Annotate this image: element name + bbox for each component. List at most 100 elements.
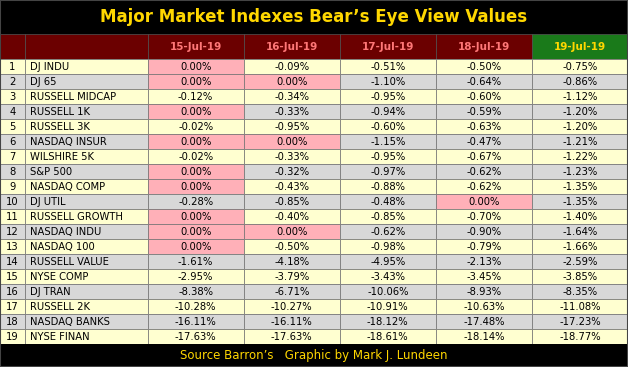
Bar	[0, 59, 25, 75]
Bar	[148, 34, 244, 59]
Text: -0.94%: -0.94%	[371, 107, 405, 117]
Bar	[244, 314, 340, 329]
Bar	[340, 209, 436, 224]
Text: -0.95%: -0.95%	[274, 122, 310, 132]
Bar	[436, 239, 532, 254]
Bar	[148, 314, 244, 329]
Text: -1.61%: -1.61%	[178, 257, 214, 267]
Text: NASDAQ BANKS: NASDAQ BANKS	[30, 317, 109, 327]
Bar	[0, 195, 25, 209]
Text: -0.28%: -0.28%	[178, 197, 213, 207]
Bar	[25, 269, 148, 284]
Bar	[340, 269, 436, 284]
Bar	[340, 314, 436, 329]
Bar	[0, 344, 628, 367]
Bar	[0, 284, 25, 299]
Text: -0.47%: -0.47%	[467, 137, 501, 147]
Bar	[244, 34, 340, 59]
Bar	[244, 269, 340, 284]
Bar	[340, 59, 436, 75]
Bar	[340, 105, 436, 119]
Bar	[532, 329, 628, 344]
Text: 16: 16	[6, 287, 19, 297]
Text: -4.18%: -4.18%	[274, 257, 309, 267]
Bar	[340, 239, 436, 254]
Bar	[436, 314, 532, 329]
Bar	[148, 59, 244, 75]
Text: RUSSELL VALUE: RUSSELL VALUE	[30, 257, 109, 267]
Bar	[436, 269, 532, 284]
Text: 7: 7	[9, 152, 16, 162]
Text: -17.63%: -17.63%	[175, 332, 217, 342]
Bar	[244, 164, 340, 179]
Text: -11.08%: -11.08%	[559, 302, 601, 312]
Text: -0.40%: -0.40%	[274, 212, 309, 222]
Text: Major Market Indexes Bear’s Eye View Values: Major Market Indexes Bear’s Eye View Val…	[100, 8, 528, 26]
Bar	[532, 75, 628, 90]
Bar	[244, 179, 340, 195]
Bar	[25, 254, 148, 269]
Text: NYSE FINAN: NYSE FINAN	[30, 332, 89, 342]
Text: 0.00%: 0.00%	[180, 227, 211, 237]
Text: 15-Jul-19: 15-Jul-19	[170, 41, 222, 52]
Bar	[532, 195, 628, 209]
Bar	[244, 90, 340, 105]
Bar	[436, 164, 532, 179]
Bar	[532, 59, 628, 75]
Text: -16.11%: -16.11%	[175, 317, 217, 327]
Bar	[532, 134, 628, 149]
Text: 1: 1	[9, 62, 16, 72]
Text: -0.33%: -0.33%	[274, 152, 309, 162]
Text: -1.66%: -1.66%	[562, 242, 598, 252]
Bar	[436, 59, 532, 75]
Bar	[532, 179, 628, 195]
Text: S&P 500: S&P 500	[30, 167, 72, 177]
Text: 17: 17	[6, 302, 19, 312]
Bar	[436, 90, 532, 105]
Text: -0.43%: -0.43%	[274, 182, 309, 192]
Text: -18.77%: -18.77%	[559, 332, 601, 342]
Bar	[148, 329, 244, 344]
Text: 16-Jul-19: 16-Jul-19	[266, 41, 318, 52]
Bar	[25, 105, 148, 119]
Bar	[532, 90, 628, 105]
Bar	[0, 314, 25, 329]
Bar	[436, 329, 532, 344]
Bar	[148, 269, 244, 284]
Text: 0.00%: 0.00%	[180, 167, 211, 177]
Bar	[244, 119, 340, 134]
Bar	[436, 179, 532, 195]
Text: 11: 11	[6, 212, 19, 222]
Text: 0.00%: 0.00%	[180, 137, 211, 147]
Text: 5: 5	[9, 122, 16, 132]
Bar	[436, 299, 532, 314]
Text: -0.70%: -0.70%	[467, 212, 501, 222]
Bar	[532, 149, 628, 164]
Text: NASDAQ INDU: NASDAQ INDU	[30, 227, 101, 237]
Text: -1.10%: -1.10%	[370, 77, 406, 87]
Text: 4: 4	[9, 107, 16, 117]
Bar	[436, 105, 532, 119]
Bar	[148, 164, 244, 179]
Bar	[25, 119, 148, 134]
Text: -0.85%: -0.85%	[371, 212, 405, 222]
Text: -0.95%: -0.95%	[370, 92, 406, 102]
Text: 15: 15	[6, 272, 19, 282]
Bar	[0, 254, 25, 269]
Text: NASDAQ INSUR: NASDAQ INSUR	[30, 137, 106, 147]
Text: RUSSELL 3K: RUSSELL 3K	[30, 122, 89, 132]
Text: -0.51%: -0.51%	[370, 62, 406, 72]
Text: -0.48%: -0.48%	[371, 197, 405, 207]
Bar	[0, 34, 25, 59]
Bar	[340, 149, 436, 164]
Text: -0.63%: -0.63%	[467, 122, 501, 132]
Text: 0.00%: 0.00%	[180, 62, 211, 72]
Text: -2.13%: -2.13%	[466, 257, 502, 267]
Bar	[25, 34, 148, 59]
Bar	[340, 195, 436, 209]
Bar	[436, 149, 532, 164]
Bar	[532, 105, 628, 119]
Bar	[148, 179, 244, 195]
Bar	[244, 239, 340, 254]
Text: 10: 10	[6, 197, 19, 207]
